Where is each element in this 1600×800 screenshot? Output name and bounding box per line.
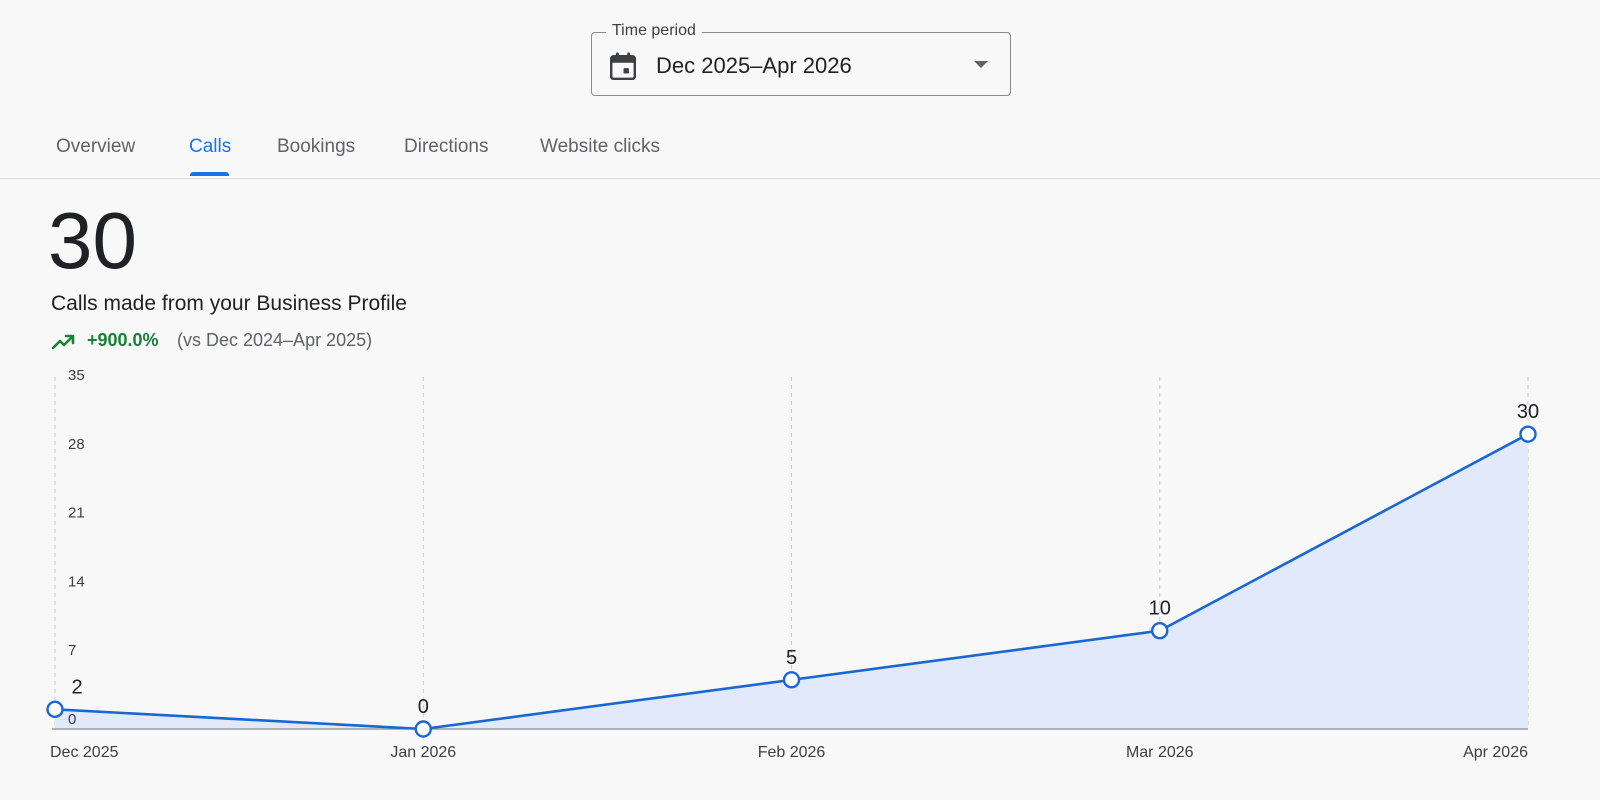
chart-area bbox=[55, 434, 1528, 729]
trend-comparison-period: (vs Dec 2024–Apr 2025) bbox=[177, 330, 373, 350]
time-period-value: Dec 2025–Apr 2026 bbox=[656, 53, 852, 78]
chart-y-tick-label: 14 bbox=[68, 573, 85, 590]
chart-x-tick-label: Feb 2026 bbox=[758, 744, 826, 761]
time-period-label: Time period bbox=[606, 22, 702, 40]
tab-bookings[interactable]: Bookings bbox=[277, 136, 356, 157]
tab-website-clicks[interactable]: Website clicks bbox=[540, 136, 661, 157]
active-tab-indicator bbox=[190, 172, 229, 176]
chart-y-tick-label: 7 bbox=[68, 642, 76, 659]
dropdown-arrow-icon[interactable] bbox=[974, 61, 988, 68]
trend-percentage: +900.0% bbox=[87, 330, 159, 350]
chart-x-tick-label: Mar 2026 bbox=[1126, 744, 1194, 761]
trending-up-icon bbox=[51, 334, 75, 350]
chart-data-label: 0 bbox=[418, 696, 429, 718]
chart-data-label: 10 bbox=[1149, 598, 1171, 620]
chart-data-point bbox=[414, 720, 432, 738]
chart-data-label: 30 bbox=[1517, 401, 1539, 423]
chart-y-tick-label: 21 bbox=[68, 505, 85, 522]
chart-data-label: 5 bbox=[786, 647, 797, 669]
chart-data-point bbox=[1519, 425, 1537, 443]
total-calls-value: 30 bbox=[48, 196, 137, 285]
tab-bar: Overview Calls Bookings Directions Websi… bbox=[0, 128, 1600, 179]
chart-y-tick-label: 35 bbox=[68, 367, 85, 384]
metric-description: Calls made from your Business Profile bbox=[51, 292, 407, 315]
chart-data-point bbox=[782, 671, 801, 689]
chart-x-tick-label: Jan 2026 bbox=[390, 744, 456, 761]
tab-directions[interactable]: Directions bbox=[404, 136, 489, 157]
tab-calls[interactable]: Calls bbox=[189, 136, 232, 157]
calendar-icon bbox=[610, 52, 636, 80]
chart-x-tick-label: Apr 2026 bbox=[1463, 744, 1528, 761]
chart-data-point bbox=[1151, 622, 1169, 640]
chart-x-tick-label: Dec 2025 bbox=[50, 744, 119, 761]
chart-data-label: 2 bbox=[71, 676, 82, 698]
time-period-select[interactable]: Time period Dec 2025–Apr 2026 bbox=[591, 22, 1011, 96]
chart-series-line bbox=[54, 432, 1529, 731]
chart-data-point bbox=[46, 700, 64, 719]
tab-overview[interactable]: Overview bbox=[56, 136, 136, 157]
chart-y-tick-label: 0 bbox=[68, 711, 76, 728]
chart-y-tick-label: 28 bbox=[68, 436, 85, 453]
